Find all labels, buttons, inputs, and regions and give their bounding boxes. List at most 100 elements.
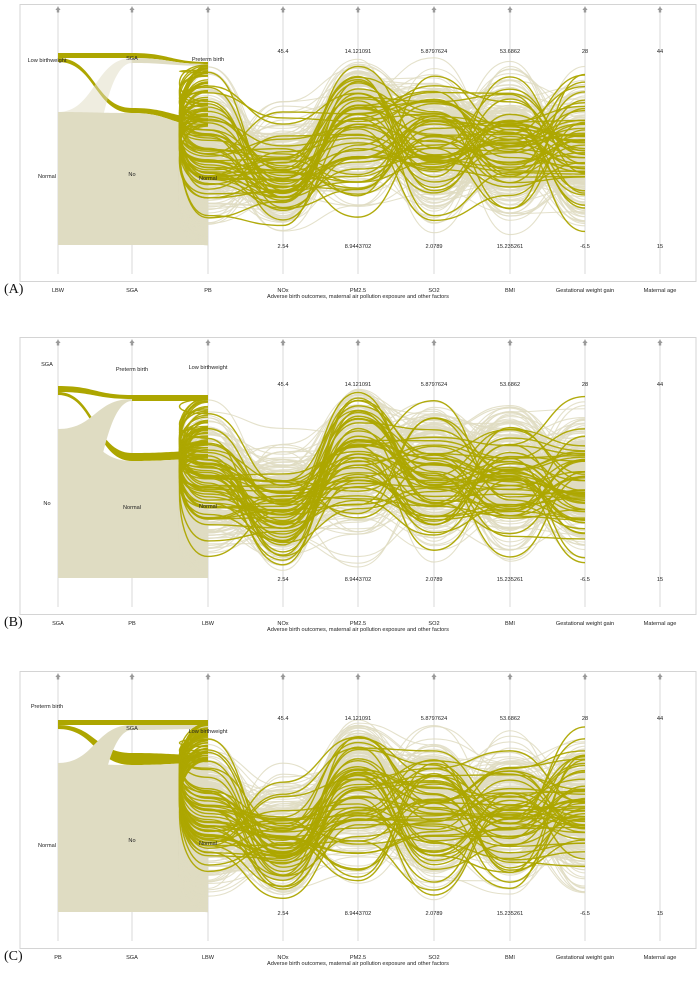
panel-label-c: (C)	[4, 949, 23, 964]
series-line	[178, 123, 586, 199]
series-line	[178, 94, 586, 198]
series-line	[178, 119, 586, 221]
axis-max-label: 45.4	[278, 716, 289, 722]
arrow-up-icon[interactable]	[431, 673, 437, 680]
series-line	[179, 435, 586, 551]
arrow-up-icon[interactable]	[355, 6, 361, 13]
axis-tick-label: LBW	[52, 288, 65, 294]
series-line	[178, 404, 586, 550]
axis-tick-label: SGA	[126, 955, 138, 961]
arrow-up-icon[interactable]	[582, 339, 588, 346]
arrow-up-icon[interactable]	[280, 673, 286, 680]
highlight-ribbon	[58, 386, 132, 399]
series-line	[179, 754, 586, 877]
axis-min-label: 2.0789	[425, 577, 442, 583]
arrow-up-icon[interactable]	[280, 339, 286, 346]
series-line	[178, 754, 586, 853]
series-line	[178, 722, 586, 864]
arrow-up-icon[interactable]	[55, 6, 61, 13]
category-label: Normal	[123, 505, 141, 511]
series-line	[178, 111, 586, 220]
arrow-up-icon[interactable]	[205, 339, 211, 346]
axis-min-label: 8.9443702	[345, 577, 371, 583]
series-line	[179, 406, 586, 525]
axis-tick-label: SGA	[126, 288, 138, 294]
chart-panel-c: Preterm birth Normal PB SGA No SGA Low birthwe…	[19, 671, 697, 967]
axis-max-label: 44	[657, 382, 663, 388]
panel-label-a: (A)	[4, 282, 24, 297]
category-label: SGA	[41, 362, 53, 368]
arrow-up-icon[interactable]	[129, 6, 135, 13]
series-line	[178, 417, 586, 515]
arrow-up-icon[interactable]	[657, 339, 663, 346]
series-line	[178, 426, 586, 560]
series-line	[178, 82, 586, 183]
series-line	[179, 114, 586, 165]
axis-max-label: 14.121091	[345, 382, 371, 388]
arrow-up-icon[interactable]	[507, 6, 513, 13]
series-line	[179, 453, 586, 558]
arrow-up-icon[interactable]	[55, 339, 61, 346]
series-line	[179, 69, 586, 199]
series-line	[178, 727, 586, 828]
arrow-up-icon[interactable]	[205, 6, 211, 13]
series-line	[178, 88, 586, 189]
series-line	[178, 739, 586, 868]
series-line	[178, 67, 586, 227]
arrow-up-icon[interactable]	[657, 6, 663, 13]
axis-tick-label: LBW	[202, 621, 215, 627]
arrow-up-icon[interactable]	[431, 6, 437, 13]
highlight-lines	[178, 64, 586, 233]
arrow-up-icon[interactable]	[582, 673, 588, 680]
axis-tick-label: PB	[204, 288, 212, 294]
series-line	[179, 447, 586, 545]
highlight-ribbon	[132, 53, 208, 64]
arrow-up-icon[interactable]	[205, 673, 211, 680]
axis-tick-label: PB	[128, 621, 136, 627]
axis-tick-label: NOx	[277, 288, 288, 294]
category-label: Preterm birth	[31, 704, 63, 710]
axis-min-label: 8.9443702	[345, 244, 371, 250]
normal-ribbon	[58, 429, 132, 578]
series-line	[179, 449, 586, 517]
series-line	[179, 399, 586, 521]
series-line	[178, 109, 586, 186]
chart-panel-b: SGA No SGA Preterm birth Normal PB Low birthwe…	[19, 337, 697, 633]
series-line	[178, 65, 586, 195]
series-line	[178, 420, 586, 523]
axis-tick-label: SO2	[428, 955, 439, 961]
normal-ribbon	[132, 58, 208, 66]
series-line	[179, 85, 586, 179]
x-axis-title: Adverse birth outcomes, maternal air pol…	[267, 627, 449, 633]
series-line	[178, 733, 586, 866]
series-line	[179, 752, 586, 830]
arrow-up-icon[interactable]	[507, 339, 513, 346]
axis-min-label: 8.9443702	[345, 911, 371, 917]
series-line	[178, 744, 586, 844]
series-line	[178, 751, 586, 834]
series-line	[178, 410, 586, 522]
arrow-up-icon[interactable]	[582, 6, 588, 13]
axis-min-label: -6.5	[580, 577, 590, 583]
x-axis-title: Adverse birth outcomes, maternal air pol…	[267, 961, 449, 967]
axis-max-label: 28	[582, 49, 588, 55]
arrow-up-icon[interactable]	[431, 339, 437, 346]
arrow-up-icon[interactable]	[657, 673, 663, 680]
series-line	[178, 104, 586, 160]
arrow-up-icon[interactable]	[355, 339, 361, 346]
series-line	[178, 728, 586, 850]
arrow-up-icon[interactable]	[129, 339, 135, 346]
axis-min-label: 15.235261	[497, 911, 523, 917]
series-line	[179, 422, 586, 513]
series-line	[179, 777, 586, 877]
category-label: SGA	[126, 726, 138, 732]
axis-tick-label: NOx	[277, 621, 288, 627]
axis-min-label: 2.54	[278, 911, 289, 917]
category-label: No	[128, 172, 135, 178]
arrow-up-icon[interactable]	[280, 6, 286, 13]
arrow-up-icon[interactable]	[355, 673, 361, 680]
arrow-up-icon[interactable]	[129, 673, 135, 680]
arrow-up-icon[interactable]	[507, 673, 513, 680]
axis-max-label: 45.4	[278, 49, 289, 55]
arrow-up-icon[interactable]	[55, 673, 61, 680]
